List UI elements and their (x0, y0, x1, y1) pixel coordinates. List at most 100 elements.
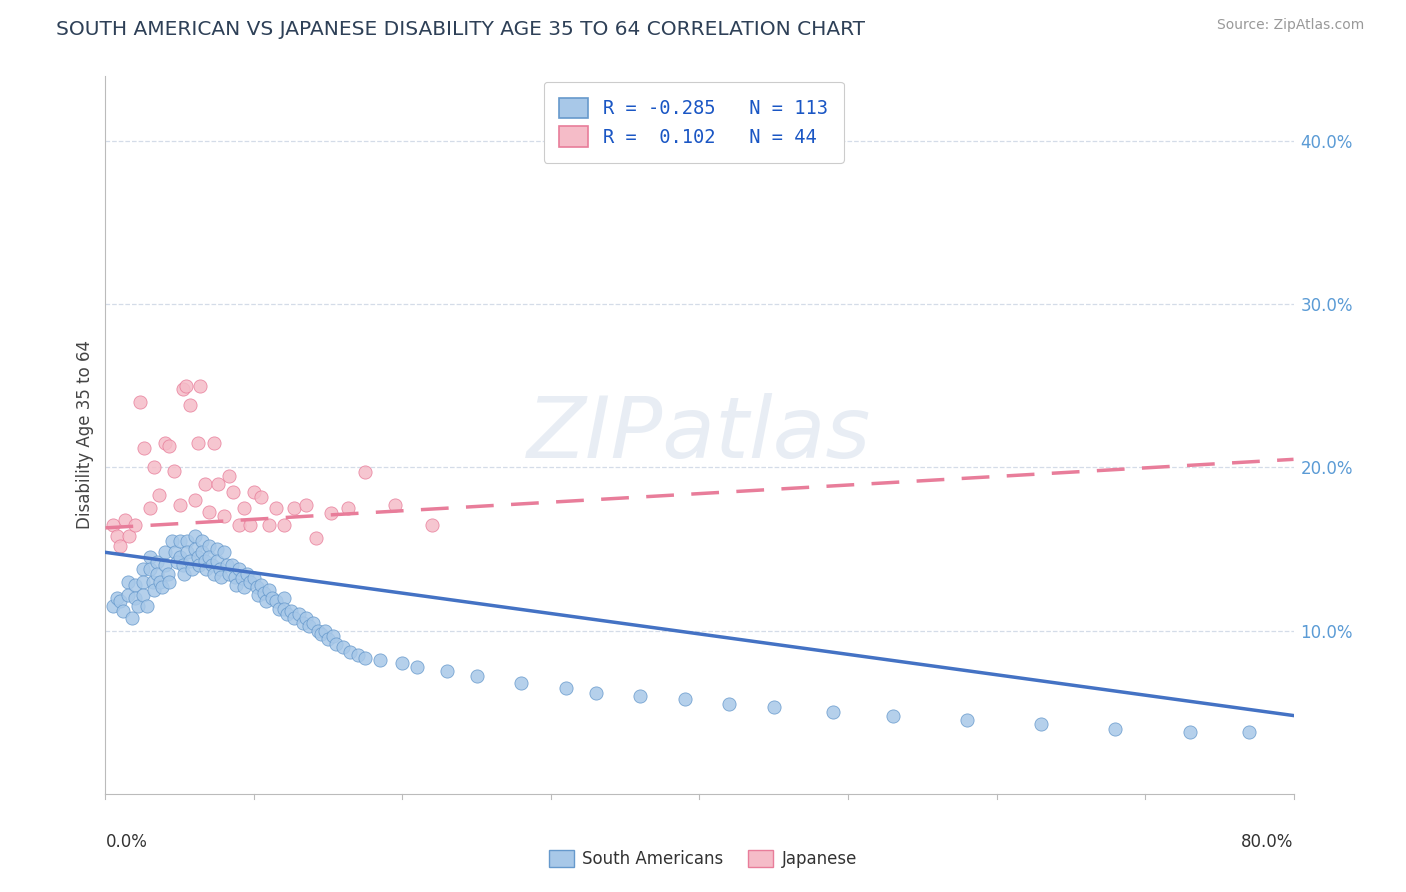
Point (232, 501, 254, 516)
Point (956, 714, 979, 728)
Point (124, 578, 146, 592)
Point (254, 594, 277, 608)
Point (354, 651, 377, 665)
Point (257, 582, 280, 597)
Point (143, 582, 166, 597)
Point (305, 531, 328, 545)
Point (157, 439, 180, 453)
Point (762, 700, 785, 714)
Point (202, 436, 225, 450)
Point (214, 545, 236, 559)
Point (146, 555, 169, 569)
Y-axis label: Disability Age 35 to 64: Disability Age 35 to 64 (76, 341, 94, 529)
Point (1029, 716, 1052, 731)
Point (179, 553, 201, 567)
Point (235, 566, 257, 581)
Point (1237, 724, 1260, 739)
Point (143, 460, 166, 475)
Point (336, 501, 359, 516)
Point (222, 485, 245, 500)
Legend: R = -0.285   N = 113, R =  0.102   N = 44: R = -0.285 N = 113, R = 0.102 N = 44 (544, 81, 844, 163)
Point (131, 562, 153, 576)
Point (110, 594, 132, 608)
Point (368, 653, 391, 667)
Point (260, 591, 283, 605)
Point (246, 580, 269, 594)
Point (156, 566, 179, 581)
Point (205, 542, 228, 557)
Point (173, 566, 195, 581)
Point (207, 476, 229, 491)
Point (250, 490, 273, 504)
Point (172, 558, 194, 573)
Point (316, 632, 339, 646)
Point (194, 553, 217, 567)
Point (882, 708, 904, 723)
Point (238, 517, 260, 532)
Point (136, 599, 159, 614)
Point (238, 574, 260, 589)
Point (628, 689, 651, 703)
Point (510, 676, 533, 690)
Point (121, 610, 143, 624)
Point (1104, 722, 1126, 736)
Point (162, 533, 184, 548)
Point (186, 550, 208, 565)
Point (354, 466, 377, 480)
Text: SOUTH AMERICAN VS JAPANESE DISABILITY AGE 35 TO 64 CORRELATION CHART: SOUTH AMERICAN VS JAPANESE DISABILITY AG… (56, 20, 865, 38)
Point (420, 517, 443, 532)
Point (347, 648, 370, 662)
Point (250, 578, 273, 592)
Point (146, 566, 169, 581)
Point (139, 501, 162, 516)
Point (280, 604, 302, 618)
Point (101, 599, 124, 614)
Point (114, 513, 136, 527)
Point (264, 594, 287, 608)
Point (153, 436, 176, 450)
Point (208, 562, 231, 576)
Point (332, 640, 354, 654)
Point (218, 566, 240, 581)
Point (153, 545, 176, 559)
Point (1178, 724, 1201, 739)
Point (673, 692, 696, 706)
Point (190, 379, 212, 393)
Point (406, 659, 429, 673)
Point (384, 498, 406, 512)
Point (295, 498, 318, 512)
Point (269, 602, 291, 616)
Point (124, 591, 146, 605)
Point (128, 395, 150, 409)
Point (232, 580, 254, 594)
Point (117, 574, 139, 589)
Point (253, 586, 276, 600)
Point (228, 562, 250, 576)
Point (195, 562, 218, 576)
Point (287, 607, 309, 622)
Point (264, 501, 287, 516)
Point (307, 624, 329, 638)
Point (198, 550, 221, 565)
Point (302, 615, 325, 630)
Point (142, 574, 165, 589)
Point (247, 588, 270, 602)
Point (176, 533, 198, 548)
Point (283, 501, 305, 516)
Point (148, 488, 170, 502)
Point (322, 629, 344, 643)
Point (153, 558, 176, 573)
Legend: South Americans, Japanese: South Americans, Japanese (543, 843, 863, 875)
Point (283, 610, 305, 624)
Point (325, 637, 347, 651)
Point (198, 539, 221, 553)
Point (194, 476, 217, 491)
Point (112, 604, 135, 618)
Point (163, 464, 186, 478)
Point (165, 545, 187, 559)
Point (150, 580, 173, 594)
Point (436, 665, 458, 679)
Point (186, 436, 208, 450)
Point (209, 570, 232, 584)
Point (174, 379, 197, 393)
